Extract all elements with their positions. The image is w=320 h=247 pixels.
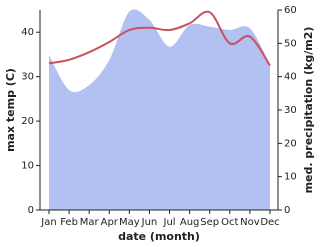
y-tick-label: 30 bbox=[21, 72, 34, 83]
y2-tick-label: 10 bbox=[284, 172, 297, 183]
x-axis-label: date (month) bbox=[118, 230, 200, 243]
y-tick-label: 20 bbox=[21, 116, 34, 127]
x-tick-label: Apr bbox=[101, 217, 119, 228]
x-tick-label: Feb bbox=[60, 217, 78, 228]
y2-tick-label: 40 bbox=[284, 72, 297, 83]
line bbox=[48, 10, 271, 67]
y2-tick-label: 50 bbox=[284, 38, 297, 49]
x-tick-label: Jun bbox=[141, 217, 158, 228]
x-tick-label: May bbox=[119, 217, 140, 228]
y2-tick-label: 30 bbox=[284, 105, 297, 116]
x-tick-label: Jul bbox=[163, 217, 176, 228]
x-tick-label: Mar bbox=[80, 217, 100, 228]
y2-tick-label: 0 bbox=[284, 205, 290, 216]
y-tick-label: 10 bbox=[21, 161, 34, 172]
y-axis-label: max temp (C) bbox=[4, 68, 17, 152]
y-tick-label: 0 bbox=[28, 205, 34, 216]
y2-tick-label: 60 bbox=[284, 5, 297, 16]
x-tick-label: Jan bbox=[40, 217, 56, 228]
x-tick-label: Aug bbox=[180, 217, 200, 228]
y2-tick-label: 20 bbox=[284, 138, 297, 149]
x-tick-label: Oct bbox=[221, 217, 238, 228]
y-tick-label: 40 bbox=[21, 27, 34, 38]
x-tick-label: Dec bbox=[260, 217, 279, 228]
area bbox=[49, 9, 270, 210]
x-tick-label: Sep bbox=[200, 217, 219, 228]
y2-axis-label: med. precipitation (kg/m2) bbox=[302, 27, 315, 194]
x-tick-label: Nov bbox=[240, 217, 260, 228]
